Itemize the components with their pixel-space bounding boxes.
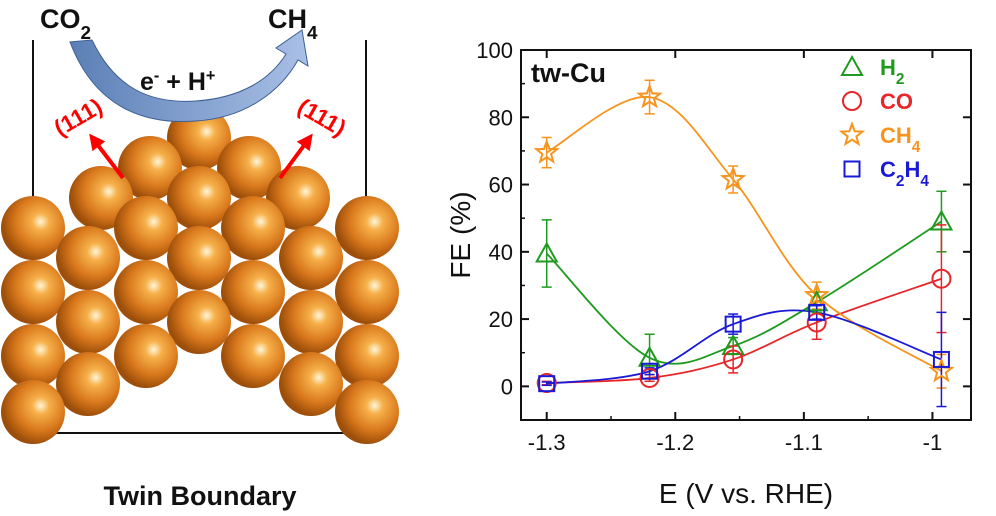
scheme-caption: Twin Boundary bbox=[104, 481, 297, 511]
x-tick-label: -1 bbox=[923, 430, 943, 455]
legend-label-c2h4: C2H4 bbox=[880, 157, 929, 190]
y-tick-label: 0 bbox=[501, 374, 513, 399]
copper-atom bbox=[56, 290, 120, 354]
data-point-c2h4 bbox=[724, 315, 742, 333]
y-tick-label: 60 bbox=[489, 173, 513, 198]
copper-atom bbox=[217, 136, 281, 200]
legend-marker-co bbox=[842, 91, 862, 111]
x-tick-label: -1.2 bbox=[656, 430, 694, 455]
chart-title: tw-Cu bbox=[531, 58, 606, 88]
facet-right-arrow bbox=[278, 133, 313, 180]
y-tick-label: 80 bbox=[489, 105, 513, 130]
copper-atom bbox=[118, 136, 182, 200]
copper-atom bbox=[1, 260, 65, 324]
x-tick-label: -1.1 bbox=[785, 430, 823, 455]
data-point-c2h4 bbox=[932, 350, 950, 368]
copper-atom bbox=[56, 352, 120, 416]
reaction-arrow bbox=[69, 29, 309, 123]
data-point-c2h4 bbox=[641, 362, 659, 380]
copper-atom bbox=[114, 260, 178, 324]
data-point-h2 bbox=[637, 345, 662, 367]
x-tick-label: -1.3 bbox=[528, 430, 566, 455]
copper-atom bbox=[167, 166, 231, 230]
copper-atom bbox=[167, 290, 231, 354]
y-tick-label: 100 bbox=[476, 38, 513, 63]
data-point-h2 bbox=[721, 333, 745, 355]
series-line-co bbox=[546, 277, 942, 384]
data-point-ch4 bbox=[803, 281, 830, 307]
legend-marker-h2 bbox=[840, 54, 864, 76]
data-point-c2h4 bbox=[538, 375, 556, 393]
data-point-c2h4 bbox=[808, 303, 826, 321]
data-point-co bbox=[639, 367, 660, 388]
copper-atom bbox=[279, 352, 343, 416]
data-point-ch4 bbox=[636, 83, 663, 109]
legend-label-ch4: CH4 bbox=[880, 123, 921, 156]
copper-atom bbox=[221, 324, 285, 388]
copper-atom bbox=[69, 166, 133, 230]
legend-label-h2: H2 bbox=[880, 55, 904, 88]
y-tick-label: 40 bbox=[489, 240, 513, 265]
copper-atom bbox=[56, 226, 120, 290]
copper-atom bbox=[167, 226, 231, 290]
data-point-co bbox=[723, 349, 744, 370]
copper-atom bbox=[221, 196, 285, 260]
facet-left-arrow bbox=[89, 133, 125, 180]
copper-atom bbox=[114, 196, 178, 260]
plot-frame bbox=[520, 49, 972, 421]
copper-atom bbox=[279, 290, 343, 354]
copper-atom bbox=[335, 324, 399, 388]
legend-marker-c2h4 bbox=[843, 160, 861, 178]
copper-atom bbox=[335, 196, 399, 260]
copper-atoms bbox=[1, 106, 399, 444]
copper-atom bbox=[335, 380, 399, 444]
copper-atom bbox=[114, 324, 178, 388]
copper-atom bbox=[335, 260, 399, 324]
series-line-h2 bbox=[546, 220, 942, 365]
copper-atom bbox=[1, 196, 65, 260]
y-tick-label: 20 bbox=[489, 307, 513, 332]
data-point-h2 bbox=[929, 209, 954, 231]
data-point-co bbox=[806, 312, 827, 333]
data-point-ch4 bbox=[719, 165, 747, 191]
copper-atom bbox=[221, 260, 285, 324]
y-axis-label: FE (%) bbox=[445, 191, 476, 278]
copper-atom bbox=[1, 324, 65, 388]
x-axis-label: E (V vs. RHE) bbox=[659, 478, 833, 509]
data-point-h2 bbox=[535, 241, 559, 263]
copper-atom bbox=[279, 226, 343, 290]
process-label: e- + H+ bbox=[140, 67, 215, 96]
legend-marker-ch4 bbox=[838, 121, 866, 147]
data-point-co bbox=[931, 268, 952, 289]
copper-atom bbox=[266, 166, 330, 230]
legend-label-co: CO bbox=[880, 89, 913, 114]
data-point-ch4 bbox=[533, 138, 560, 164]
copper-atom bbox=[1, 380, 65, 444]
